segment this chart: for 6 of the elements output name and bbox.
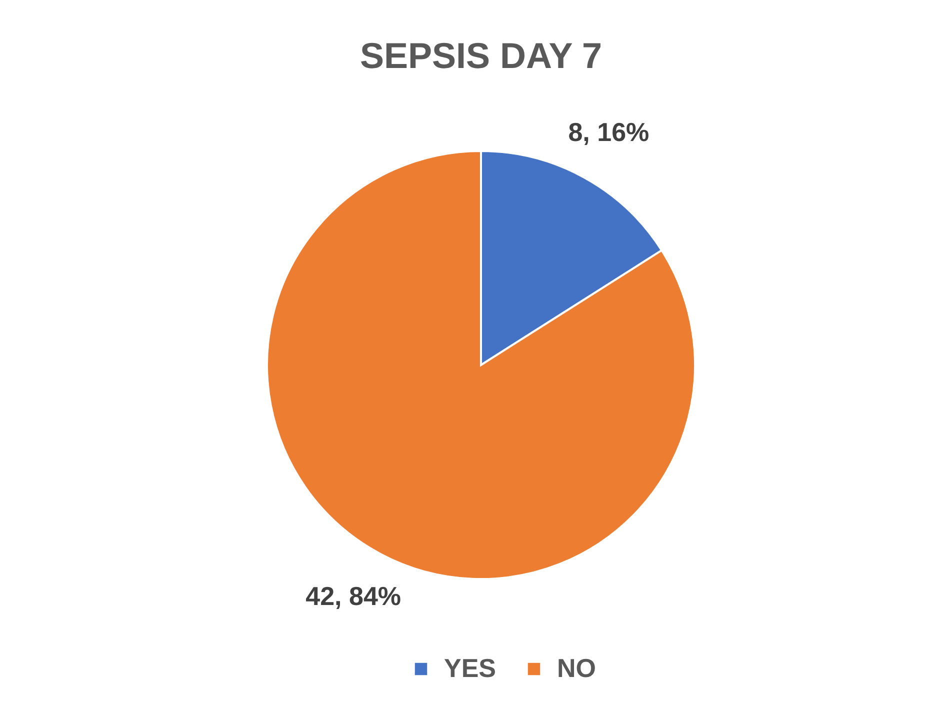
legend-label: NO	[557, 653, 596, 683]
legend-label: YES	[444, 653, 496, 683]
data-label: 8, 16%	[568, 116, 650, 147]
data-label: 42, 84%	[306, 581, 402, 612]
pie-slice	[266, 150, 696, 580]
chart-title: SEPSIS DAY 7	[360, 35, 602, 76]
